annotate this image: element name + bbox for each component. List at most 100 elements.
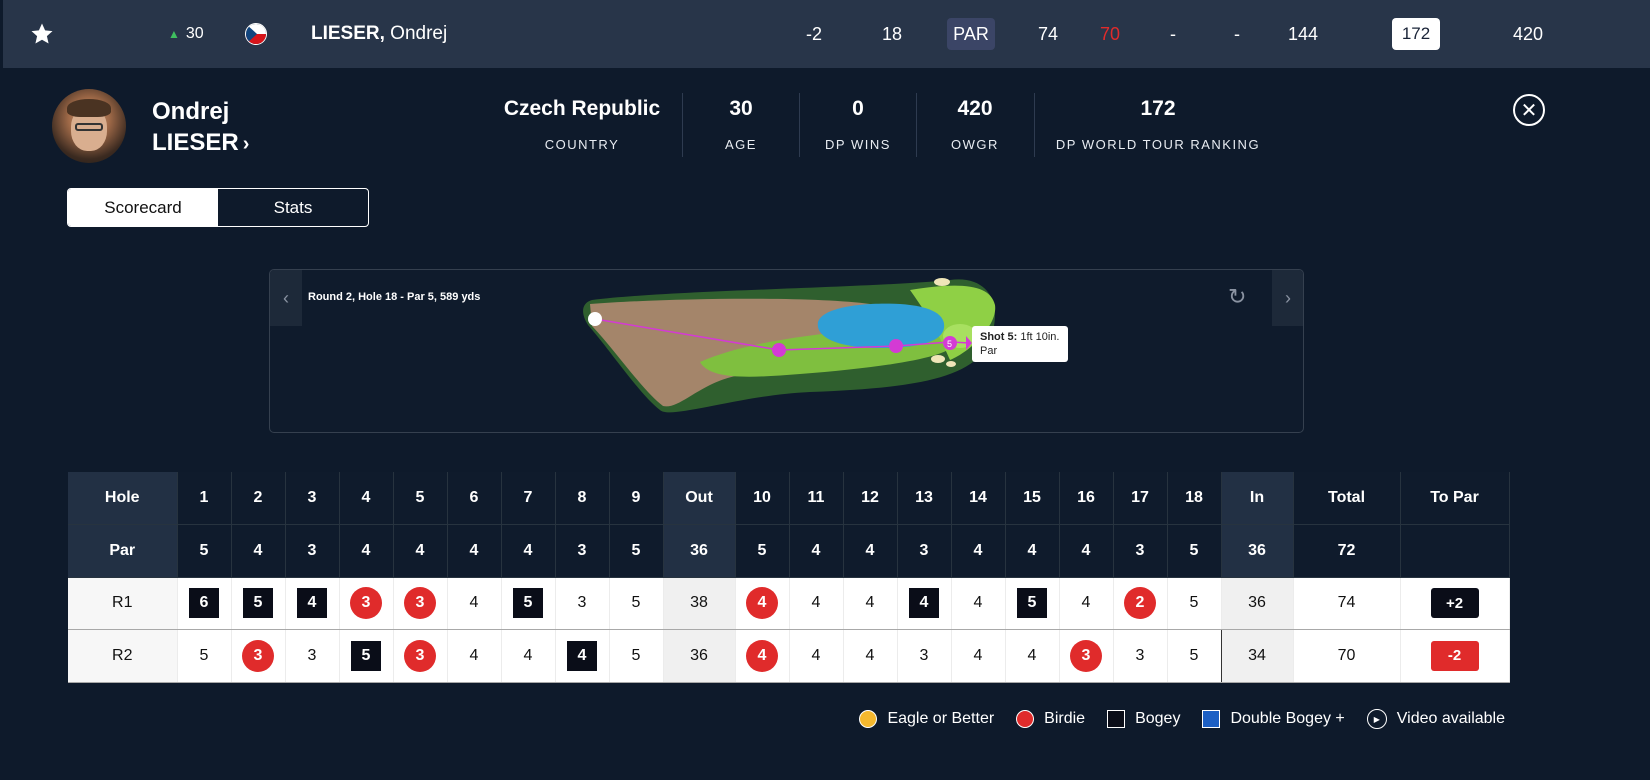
hole-score: 5 [339,629,394,683]
par-row-cell: 36 [1221,524,1294,578]
hole-header-row-cell: 7 [501,472,556,525]
hole-header-row-cell: 6 [447,472,502,525]
hole-score: 3 [555,577,610,630]
hole-score: 2 [1113,577,1168,630]
par-row-cell: 4 [231,524,286,578]
hole-score: 5 [231,577,286,630]
hole-header-row-cell: 5 [393,472,448,525]
up-arrow-icon: ▲ [168,27,180,41]
score-legend: Eagle or Better Birdie Bogey Double Boge… [849,709,1505,729]
hole-header-row-cell: Out [663,472,736,525]
par-row-cell: 4 [1059,524,1114,578]
hole-score: 3 [897,629,952,683]
par-row-cell: 5 [177,524,232,578]
hole-score: 4 [789,577,844,630]
par-row-cell: 3 [1113,524,1168,578]
player-name[interactable]: Ondrej LIESER › [152,98,250,156]
hole-score: 4 [447,577,502,630]
total-score: 70 [1293,629,1401,683]
scorecard-table: Hole 1 2 3 4 5 6 7 8 9 Out 10 11 12 13 14 15 16 17 18 In Tota… [68,472,1510,683]
hole-header-row-cell: 2 [231,472,286,525]
play-icon: ▶ [1366,709,1387,729]
hole-header-row-cell: 17 [1113,472,1168,525]
hole-score: 5 [1167,577,1222,630]
par-row-cell: 4 [339,524,394,578]
par-row-cell: 36 [663,524,736,578]
hole-header-row-cell: 18 [1167,472,1222,525]
hole-score: 4 [1059,577,1114,630]
subtotal-score: 38 [663,577,736,630]
hole-header-row-cell: 3 [285,472,340,525]
map-title: Round 2, Hole 18 - Par 5, 589 yds [308,291,481,303]
svg-text:5: 5 [947,339,952,349]
bogey-square-icon [1107,710,1126,728]
ranking-badge: 172 [1392,18,1440,50]
par-row-cell: 4 [951,524,1006,578]
hole-score: 4 [897,577,952,630]
hole-header-row-cell: In [1221,472,1294,525]
leaderboard-player-name[interactable]: LIESER, Ondrej [311,23,448,44]
hole-score: 5 [609,629,664,683]
hole-header-row-cell: 1 [177,472,232,525]
round-row: R2 5 3 3 5 3 4 4 4 5 36 4 4 4 3 4 4 3 3 5 34 70 -2 [68,629,1510,683]
hole-score: 3 [339,577,394,630]
stat-country: Czech Republic COUNTRY [503,97,661,152]
hole-header-row-cell: 9 [609,472,664,525]
hole-score: 4 [735,577,790,630]
favorite-star-icon[interactable] [29,0,55,68]
round-label: R2 [68,629,178,683]
subtotal-score: 34 [1221,629,1294,683]
hole-score: 3 [393,629,448,683]
par-row-cell: 4 [1005,524,1060,578]
tab-scorecard[interactable]: Scorecard [68,189,218,226]
par-row: Par 5 4 3 4 4 4 4 3 5 36 5 4 4 3 4 4 4 3 5 36 72 [68,524,1510,578]
hole-map: ‹ Round 2, Hole 18 - Par 5, 589 yds 5 ↻ … [269,269,1304,433]
double-bogey-square-icon [1202,710,1221,728]
chevron-right-icon[interactable]: › [242,133,250,155]
par-row-cell: 4 [501,524,556,578]
hole-score: 4 [843,629,898,683]
next-hole-chevron-icon[interactable]: › [1272,270,1303,326]
round-row: R1 6 5 4 3 3 4 5 3 5 38 4 4 4 4 4 5 4 2 5 36 74 +2 [68,577,1510,630]
stat-age: 30 AGE [725,97,757,152]
hole-score: 3 [231,629,286,683]
r3-cell: - [1170,23,1176,44]
round-label: R1 [68,577,178,630]
hole-score: 3 [1113,629,1168,683]
hole-score: 4 [789,629,844,683]
par-row-cell: 3 [555,524,610,578]
hole-score: 4 [735,629,790,683]
hole-score: 5 [609,577,664,630]
stat-dp-ranking: 172 DP WORLD TOUR RANKING [1055,97,1261,152]
par-row-cell: 4 [843,524,898,578]
subtotal-score: 36 [1221,577,1294,630]
hole-header-row-cell: 16 [1059,472,1114,525]
tab-stats[interactable]: Stats [273,197,313,217]
hole-score: 4 [447,629,502,683]
hole-score: 4 [951,629,1006,683]
leaderboard-row[interactable]: ▲ 30 LIESER, Ondrej -2 18 PAR 74 70 - - 1… [3,0,1650,68]
hole-header-row-cell: 4 [339,472,394,525]
hole-header-row-cell: 15 [1005,472,1060,525]
hole-score: 5 [501,577,556,630]
hole-header-row-cell: 8 [555,472,610,525]
hole-score: 4 [555,629,610,683]
close-icon[interactable]: ✕ [1513,94,1545,126]
total-cell: 144 [1287,23,1319,44]
refresh-icon[interactable]: ↻ [1228,284,1247,309]
par-row-cell: 3 [285,524,340,578]
eagle-dot-icon [859,710,878,728]
prev-hole-chevron-icon[interactable]: ‹ [270,270,302,326]
thru-cell: 18 [881,23,903,44]
hole-score: 3 [393,577,448,630]
hole-header-row: Hole 1 2 3 4 5 6 7 8 9 Out 10 11 12 13 14 15 16 17 18 In Tota… [68,472,1510,525]
to-par-cell: -2 [805,23,822,44]
to-par-score: +2 [1400,577,1510,630]
owgr-cell: 420 [1512,23,1544,44]
stat-owgr: 420 OWGR [951,97,999,152]
total-score: 74 [1293,577,1401,630]
today-par-badge: PAR [947,18,995,50]
r4-cell: - [1234,23,1240,44]
hole-header-row-cell: 10 [735,472,790,525]
subtotal-score: 36 [663,629,736,683]
